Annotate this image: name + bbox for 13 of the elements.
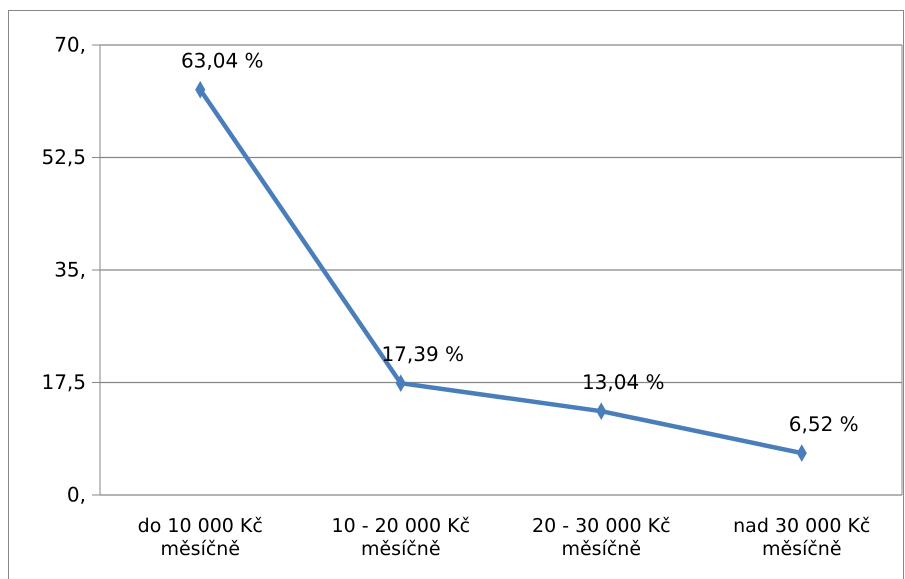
y-tick-label: 17,5 — [41, 370, 86, 394]
y-tick-label: 52,5 — [41, 144, 86, 169]
data-label: 6,52 % — [788, 412, 859, 436]
data-label: 17,39 % — [381, 342, 464, 366]
x-tick-label: 20 - 30 000 Kč měsíčně — [532, 515, 671, 560]
y-tick-label: 70, — [54, 32, 86, 56]
x-tick-label: nad 30 000 Kč měsíčně — [733, 515, 870, 560]
y-tick-label: 0, — [66, 482, 86, 506]
data-label: 13,04 % — [582, 370, 665, 394]
x-tick-label: do 10 000 Kč měsíčně — [138, 515, 263, 560]
data-label: 63,04 % — [180, 48, 264, 73]
x-tick-label: 10 - 20 000 Kč měsíčně — [331, 515, 470, 560]
y-tick-label: 35, — [54, 257, 86, 282]
